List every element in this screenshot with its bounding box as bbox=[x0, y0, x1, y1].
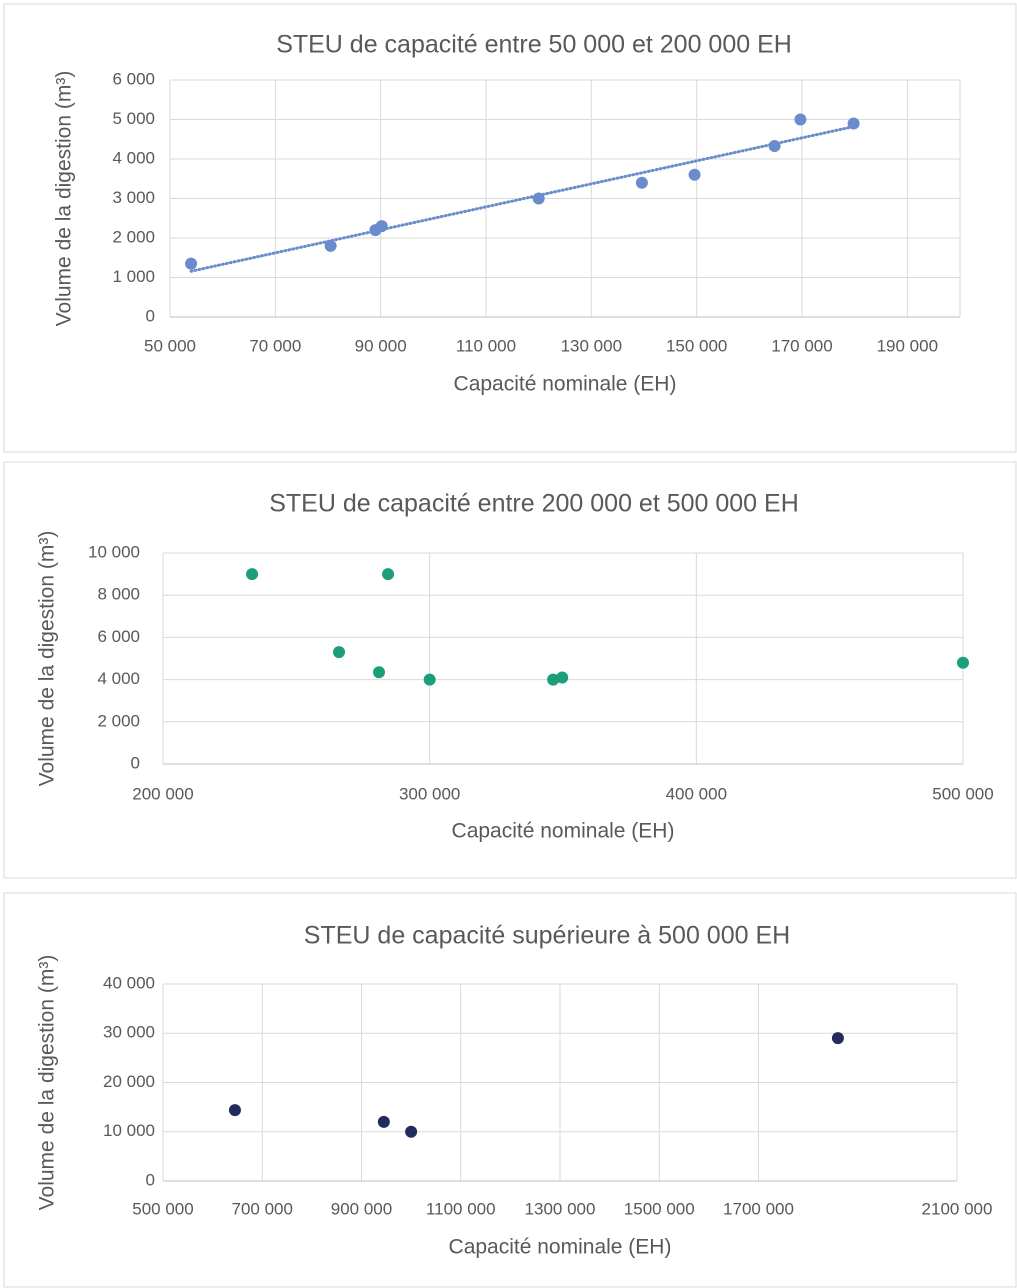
y-tick-label: 2 000 bbox=[112, 227, 155, 246]
point bbox=[768, 139, 781, 152]
point bbox=[185, 257, 198, 270]
point bbox=[831, 1032, 844, 1045]
y-tick-label: 0 bbox=[146, 306, 155, 325]
chart-title: STEU de capacité entre 50 000 et 200 000… bbox=[276, 31, 792, 59]
point bbox=[635, 176, 648, 189]
point bbox=[377, 1115, 390, 1128]
point bbox=[847, 117, 860, 130]
x-tick-label: 400 000 bbox=[666, 784, 727, 803]
x-axis-label: Capacité nominale (EH) bbox=[454, 373, 677, 396]
x-tick-label: 50 000 bbox=[144, 336, 196, 355]
point bbox=[373, 666, 385, 679]
panel bbox=[3, 461, 1017, 879]
y-tick-label: 6 000 bbox=[97, 627, 140, 646]
y-tick-label: 2 000 bbox=[97, 711, 140, 730]
point bbox=[957, 656, 969, 669]
x-tick-label: 1300 000 bbox=[525, 1199, 596, 1218]
y-axis-label: Volume de la digestion (m³) bbox=[53, 71, 76, 327]
y-axis-label: Volume de la digestion (m³) bbox=[36, 955, 59, 1211]
x-tick-label: 300 000 bbox=[399, 784, 460, 803]
x-tick-label: 190 000 bbox=[877, 336, 938, 355]
point bbox=[228, 1104, 241, 1117]
point bbox=[532, 192, 545, 205]
point bbox=[324, 239, 337, 252]
x-tick-label: 500 000 bbox=[132, 1199, 193, 1218]
y-tick-label: 8 000 bbox=[97, 585, 140, 604]
x-tick-label: 1100 000 bbox=[426, 1199, 496, 1218]
x-tick-label: 900 000 bbox=[331, 1199, 392, 1218]
y-tick-label: 0 bbox=[146, 1170, 155, 1189]
y-tick-label: 40 000 bbox=[103, 973, 155, 992]
point bbox=[333, 646, 345, 659]
point bbox=[375, 220, 388, 233]
y-tick-label: 1 000 bbox=[112, 267, 155, 286]
y-tick-label: 20 000 bbox=[103, 1072, 155, 1091]
x-tick-label: 2100 000 bbox=[922, 1199, 993, 1218]
point bbox=[246, 568, 259, 581]
x-tick-label: 70 000 bbox=[249, 336, 301, 355]
y-axis-label: Volume de la digestion (m³) bbox=[36, 531, 59, 787]
x-tick-label: 200 000 bbox=[132, 784, 193, 803]
y-tick-label: 5 000 bbox=[112, 109, 155, 128]
chart-title: STEU de capacité entre 200 000 et 500 00… bbox=[269, 490, 799, 518]
x-axis-label: Capacité nominale (EH) bbox=[449, 1236, 672, 1259]
y-tick-label: 4 000 bbox=[112, 148, 155, 167]
panel bbox=[3, 3, 1017, 453]
x-tick-label: 1700 000 bbox=[723, 1199, 794, 1218]
chart-title: STEU de capacité supérieure à 500 000 EH bbox=[304, 922, 790, 950]
x-tick-label: 90 000 bbox=[355, 336, 407, 355]
point bbox=[794, 113, 807, 126]
x-tick-label: 500 000 bbox=[932, 784, 993, 803]
point bbox=[547, 673, 560, 686]
point bbox=[688, 168, 701, 181]
panel bbox=[3, 892, 1017, 1288]
y-tick-label: 10 000 bbox=[88, 542, 140, 561]
point bbox=[556, 671, 569, 684]
x-tick-label: 110 000 bbox=[456, 336, 516, 355]
trendline bbox=[189, 125, 856, 273]
point bbox=[405, 1125, 418, 1138]
x-tick-label: 170 000 bbox=[771, 336, 832, 355]
y-tick-label: 0 bbox=[131, 753, 140, 772]
y-tick-label: 6 000 bbox=[112, 69, 155, 88]
x-tick-label: 150 000 bbox=[666, 336, 727, 355]
x-tick-label: 130 000 bbox=[561, 336, 622, 355]
y-tick-label: 3 000 bbox=[112, 188, 155, 207]
x-tick-label: 700 000 bbox=[232, 1199, 293, 1218]
y-tick-label: 10 000 bbox=[103, 1121, 155, 1140]
x-axis-label: Capacité nominale (EH) bbox=[452, 820, 675, 843]
y-tick-label: 30 000 bbox=[103, 1023, 155, 1042]
point bbox=[423, 673, 436, 686]
x-tick-label: 1500 000 bbox=[624, 1199, 695, 1218]
y-tick-label: 4 000 bbox=[97, 669, 140, 688]
point bbox=[382, 568, 395, 581]
